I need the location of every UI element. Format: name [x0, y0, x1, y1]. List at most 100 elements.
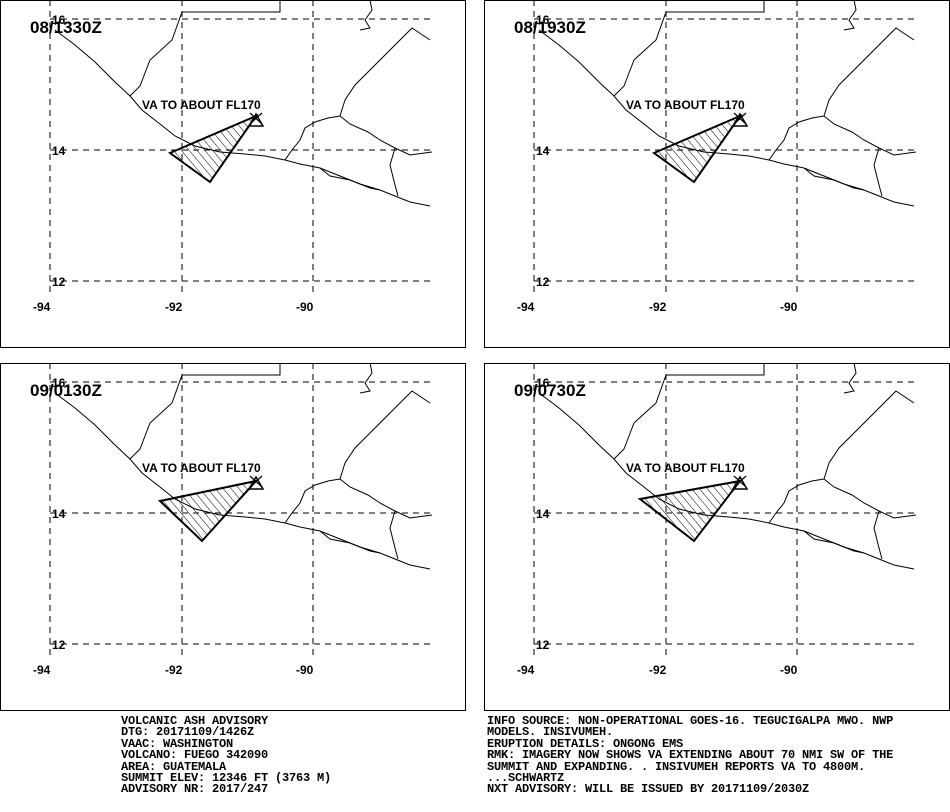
advisory-line: ADVISORY NR: 2017/247: [121, 782, 269, 797]
country-border: [319, 167, 381, 191]
latitude-label: 14: [52, 507, 66, 521]
country-border: [319, 530, 381, 554]
latitude-label: 12: [536, 638, 550, 652]
ash-plume-polygon: [637, 479, 743, 543]
advisory-line: INFO SOURCE: NON-OPERATIONAL GOES-16. TE…: [487, 714, 894, 728]
longitude-label: -92: [649, 663, 667, 677]
country-border: [823, 390, 915, 480]
latitude-label: 14: [536, 507, 550, 521]
country-border: [339, 115, 433, 156]
country-border: [389, 147, 399, 197]
advisory-line: AREA: GUATEMALA: [121, 759, 227, 774]
volcano-icon: [731, 112, 749, 127]
country-border: [613, 0, 765, 97]
plume-label: VA TO ABOUT FL170: [626, 98, 745, 112]
latitude-label: 12: [52, 638, 66, 652]
map-panel-2: 16 14 12 -94 -92 -90 VA TO ABOUT FL170 08/1930Z: [484, 0, 950, 348]
map-canvas: 16 14 12-94 -92 -90 VA TO ABOUT FL170: [484, 0, 950, 348]
latitude-label: 16: [536, 376, 550, 390]
longitude-label: -90: [780, 300, 798, 314]
advisory-right-text: INFO SOURCE: NON-OPERATIONAL GOES-16. TE…: [487, 714, 894, 797]
map-panel-3: 16 14 12 -94 -92 -90 VA TO ABOUT FL170 09/0130Z: [0, 363, 466, 711]
latitude-label: 14: [52, 144, 66, 158]
coastline: [54, 29, 431, 207]
advisory-line: SUMMIT AND EXPANDING. . INSIVUMEH REPORT…: [487, 759, 866, 774]
forecast-time: 09/0730Z: [514, 381, 586, 400]
advisory-line: DTG: 20171109/1426Z: [121, 725, 255, 740]
country-border: [803, 167, 865, 191]
plume-label: VA TO ABOUT FL170: [142, 461, 261, 475]
advisory-line: RMK: IMAGERY NOW SHOWS VA EXTENDING ABOU…: [487, 748, 894, 763]
country-border: [768, 115, 825, 161]
country-border: [339, 390, 431, 480]
latitude-label: 14: [536, 144, 550, 158]
map-panel-4: 16 14 12 -94 -92 -90 VA TO ABOUT FL170 09/0730Z: [484, 363, 950, 711]
country-border: [873, 510, 883, 560]
advisory-line: ...SCHWARTZ: [487, 771, 565, 786]
volcano-icon: [247, 475, 265, 490]
advisory-line: MODELS. INSIVUMEH.: [487, 725, 614, 740]
advisory-line: VAAC: WASHINGTON: [121, 736, 234, 751]
longitude-label: -92: [649, 300, 667, 314]
country-border: [129, 363, 281, 460]
advisory-left-text: VOLCANIC ASH ADVISORY DTG: 20171109/1426Z…: [121, 714, 332, 797]
longitude-label: -92: [165, 663, 183, 677]
longitude-label: -94: [33, 300, 51, 314]
country-border: [823, 27, 915, 117]
plume-label: VA TO ABOUT FL170: [626, 461, 745, 475]
longitude-label: -94: [517, 300, 535, 314]
coastline: [538, 392, 915, 570]
forecast-time: 08/1930Z: [514, 18, 586, 37]
country-border: [359, 0, 373, 31]
coastline: [54, 392, 431, 570]
longitude-label: -92: [165, 300, 183, 314]
panel-border: [484, 363, 950, 711]
map-canvas: 16 14 12-94 -92 -90 VA TO ABOUT FL170: [484, 363, 950, 711]
ash-plume-polygon: [651, 113, 743, 184]
ash-plume-polygon: [167, 113, 259, 184]
latitude-label: 12: [536, 275, 550, 289]
country-border: [339, 27, 431, 117]
panel-border: [0, 363, 466, 711]
latitude-label: 12: [52, 275, 66, 289]
map-canvas: 16 14 12-94 -92 -90 VA TO ABOUT FL170: [0, 363, 466, 711]
longitude-label: -94: [517, 663, 535, 677]
volcano-icon: [247, 112, 265, 127]
advisory-line: NXT ADVISORY: WILL BE ISSUED BY 20171109…: [487, 782, 810, 797]
ash-plume-polygon: [157, 479, 259, 543]
advisory-line: VOLCANO: FUEGO 342090: [121, 748, 269, 763]
country-border: [803, 530, 865, 554]
latitude-label: 16: [52, 376, 66, 390]
latitude-label: 16: [536, 13, 550, 27]
forecast-time: 09/0130Z: [30, 381, 102, 400]
plume-label: VA TO ABOUT FL170: [142, 98, 261, 112]
country-border: [129, 0, 281, 97]
longitude-label: -94: [33, 663, 51, 677]
country-border: [823, 478, 917, 519]
forecast-time: 08/1330Z: [30, 18, 102, 37]
advisory-line: SUMMIT ELEV: 12346 FT (3763 M): [121, 771, 332, 786]
country-border: [768, 478, 825, 524]
panel-border: [484, 0, 950, 348]
country-border: [284, 115, 341, 161]
advisory-line: ERUPTION DETAILS: ONGONG EMS: [487, 736, 684, 751]
country-border: [284, 478, 341, 524]
latitude-label: 16: [52, 13, 66, 27]
country-border: [359, 363, 373, 394]
country-border: [389, 510, 399, 560]
volcano-icon: [731, 475, 749, 490]
country-border: [339, 478, 433, 519]
country-border: [843, 0, 857, 31]
map-panel-1: 16 14 12 -94 -92 -90 VA TO ABOUT FL170 08/1330Z: [0, 0, 466, 348]
panel-border: [0, 0, 466, 348]
map-canvas: 16 14 12-94 -92 -90 VA TO ABOUT FL170: [0, 0, 466, 348]
longitude-label: -90: [296, 300, 314, 314]
coastline: [538, 29, 915, 207]
country-border: [613, 363, 765, 460]
country-border: [823, 115, 917, 156]
country-border: [873, 147, 883, 197]
advisory-line: VOLCANIC ASH ADVISORY: [121, 714, 269, 728]
country-border: [843, 363, 857, 394]
longitude-label: -90: [296, 663, 314, 677]
longitude-label: -90: [780, 663, 798, 677]
